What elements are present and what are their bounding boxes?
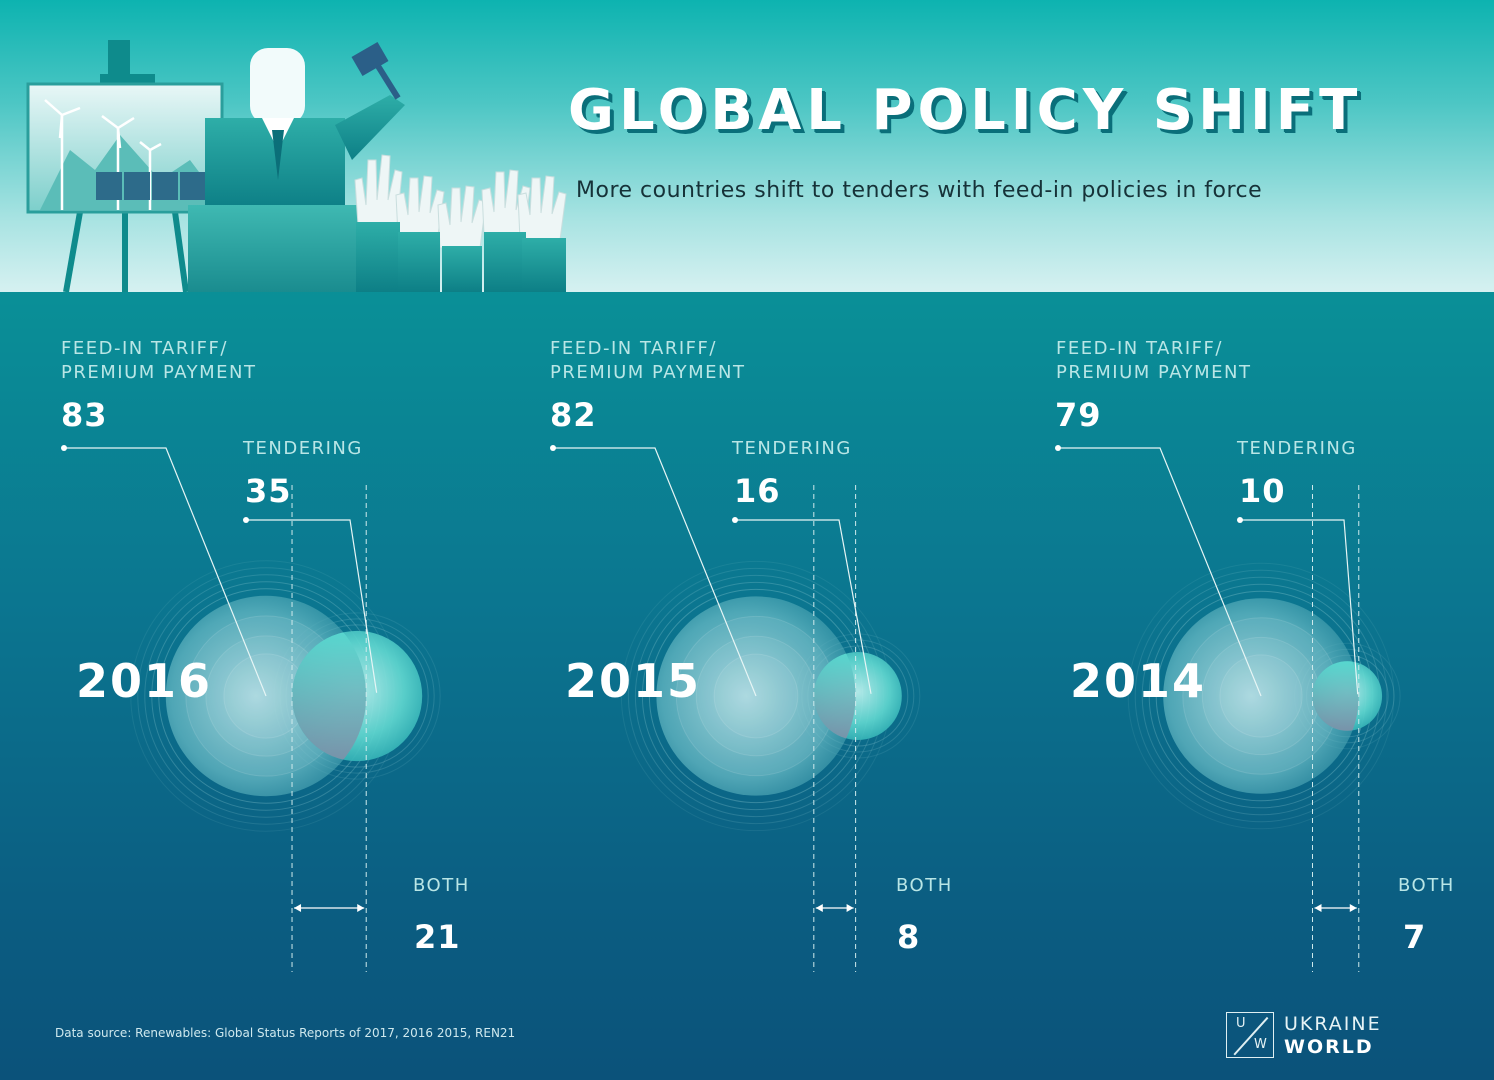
easel-icon [26, 40, 224, 292]
both-arrow-head-right [846, 904, 854, 912]
logo-u: U [1236, 1016, 1246, 1031]
feed-in-label: FEED-IN TARIFF/ PREMIUM PAYMENT [1056, 337, 1251, 385]
both-arrow-head-left [815, 904, 823, 912]
page-title: GLOBAL POLICY SHIFT [568, 78, 1363, 143]
feed-in-leader [553, 447, 757, 697]
data-source: Data source: Renewables: Global Status R… [55, 1026, 516, 1040]
header-banner: GLOBAL POLICY SHIFT More countries shift… [0, 0, 1494, 292]
both-overlap [813, 652, 856, 740]
tendering-leader [735, 519, 872, 694]
venn-panel [550, 445, 921, 972]
both-label: BOTH [413, 875, 470, 896]
raised-hands-icon [354, 154, 567, 292]
feed-in-label-line2: PREMIUM PAYMENT [61, 362, 257, 383]
year-label: 2016 [76, 654, 213, 708]
feed-in-label-line1: FEED-IN TARIFF/ [1056, 338, 1223, 359]
tendering-label: TENDERING [732, 438, 852, 459]
feed-in-value: 83 [61, 396, 108, 434]
venn-panel [61, 445, 441, 972]
feed-in-leader [1058, 447, 1262, 697]
both-value: 21 [414, 918, 461, 956]
feed-in-label-line2: PREMIUM PAYMENT [1056, 362, 1252, 383]
tendering-leader-dot [732, 517, 738, 523]
both-label: BOTH [896, 875, 953, 896]
feed-in-leader [64, 447, 267, 697]
feed-in-value: 79 [1055, 396, 1102, 434]
both-arrow-head-right [357, 904, 365, 912]
year-label: 2014 [1070, 654, 1207, 708]
feed-in-ring [1134, 569, 1388, 823]
tendering-value: 10 [1239, 472, 1286, 510]
feed-in-ring [1127, 562, 1395, 830]
feed-in-leader-dot [61, 445, 67, 451]
feed-in-label: FEED-IN TARIFF/ PREMIUM PAYMENT [550, 337, 745, 385]
both-label: BOTH [1398, 875, 1455, 896]
both-overlap [1312, 661, 1359, 731]
ukraine-world-logo: U W UKRAINE WORLD [1226, 1012, 1406, 1062]
both-value: 7 [1403, 918, 1427, 956]
both-value: 8 [897, 918, 921, 956]
both-arrow-head-left [294, 904, 302, 912]
tendering-leader [1240, 519, 1359, 695]
both-overlap [292, 630, 367, 762]
feed-in-label: FEED-IN TARIFF/ PREMIUM PAYMENT [61, 337, 256, 385]
feed-in-label-line2: PREMIUM PAYMENT [550, 362, 746, 383]
logo-w: W [1254, 1037, 1267, 1052]
feed-in-leader-dot [1055, 445, 1061, 451]
venn-panel [1055, 445, 1401, 972]
feed-in-label-line1: FEED-IN TARIFF/ [61, 338, 228, 359]
tendering-label: TENDERING [1237, 438, 1357, 459]
year-label: 2015 [565, 654, 702, 708]
page-subtitle: More countries shift to tenders with fee… [576, 178, 1263, 203]
feed-in-leader-dot [550, 445, 556, 451]
tendering-value: 35 [245, 472, 292, 510]
tendering-leader-dot [243, 517, 249, 523]
logo-text-ukraine: UKRAINE [1284, 1013, 1382, 1035]
logo-text-world: WORLD [1284, 1036, 1374, 1058]
both-arrow-head-right [1349, 904, 1357, 912]
tendering-leader [246, 519, 378, 693]
auctioneer-icon [188, 41, 405, 292]
logo-box: U W [1226, 1012, 1274, 1058]
both-arrow-head-left [1314, 904, 1322, 912]
tendering-value: 16 [734, 472, 781, 510]
feed-in-value: 82 [550, 396, 597, 434]
auction-illustration [26, 40, 567, 292]
tendering-leader-dot [1237, 517, 1243, 523]
tendering-label: TENDERING [243, 438, 363, 459]
feed-in-label-line1: FEED-IN TARIFF/ [550, 338, 717, 359]
